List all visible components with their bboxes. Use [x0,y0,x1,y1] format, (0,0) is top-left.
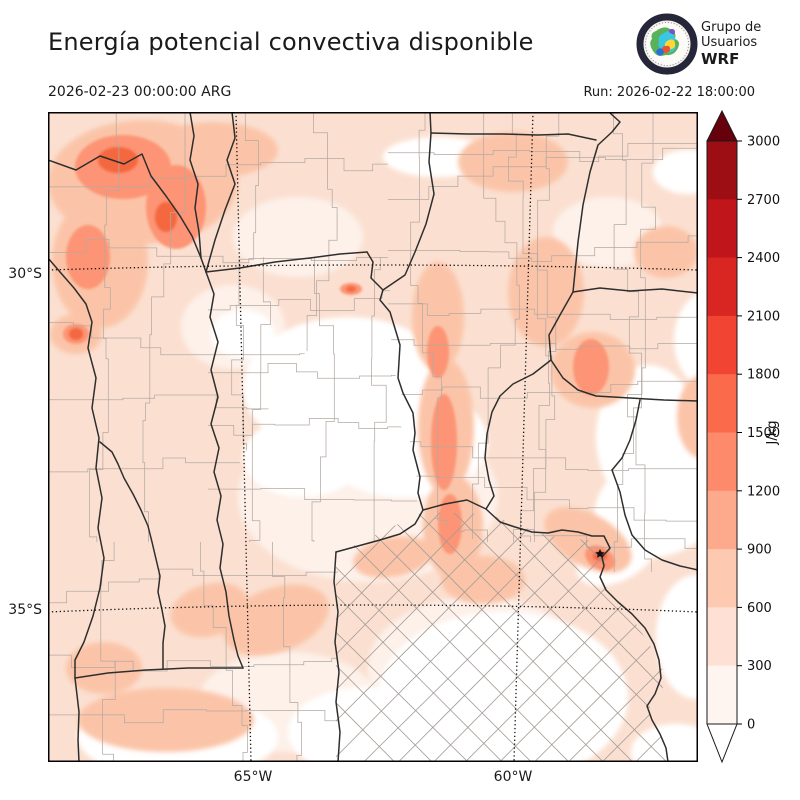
colorbar-segment [707,315,737,375]
department-boundary-line [208,488,426,502]
department-boundary-line [508,112,556,572]
department-boundary-line [336,512,425,762]
department-boundary-line [208,363,426,379]
department-boundary-line [100,542,116,762]
valid-time-label: 2026-02-23 00:00:00 ARG [48,84,232,100]
department-boundary-line [396,512,670,762]
department-boundary-line [336,512,533,762]
logo-line-wrf: WRF [701,49,740,68]
colorbar-tick-label: 900 [747,543,772,558]
run-time-label: Run: 2026-02-22 18:00:00 [583,85,755,100]
department-boundary-line [532,512,670,762]
colorbar-tick-label: 300 [747,659,772,674]
department-boundary-line [336,512,565,762]
logo-line-2: Usuarios [701,35,758,51]
colorbar-under-arrow [706,723,738,764]
map-border [48,112,698,762]
department-boundary-line [89,112,120,542]
colorbar-segment [707,665,737,725]
colorbar-segment [707,607,737,667]
x-axis-label-65w: 65°W [233,769,273,785]
department-boundary-line [388,147,698,200]
graticule-lines [48,112,698,762]
department-boundary-line [48,239,388,264]
department-boundary-line [371,257,387,542]
department-boundary-line [48,158,388,188]
department-boundary-line [472,112,520,572]
colorbar-segment [707,432,737,492]
department-boundary-line [388,235,698,262]
department-boundary-line [311,257,335,542]
department-boundary-line [200,542,248,762]
department-boundary-line [336,512,496,762]
department-boundary-line [469,512,670,762]
department-boundary-line [435,512,670,762]
department-boundary-line [336,512,599,762]
department-boundary-line [272,542,302,762]
department-boundary-line [365,512,663,762]
colorbar-segment [707,490,737,550]
colorbar: 0 300 600 900 1200 1500 1800 2100 2400 2700 3000 J/… [706,109,780,764]
colorbar-tick-label: 1200 [747,484,780,499]
department-boundary-line [534,112,560,572]
department-boundary-line [336,512,429,762]
colorbar-tick-label: 2700 [747,193,780,208]
department-boundaries [48,112,698,762]
department-boundary-line [336,512,562,762]
department-boundary-line [433,512,670,762]
logo-line-1: Grupo de [701,20,762,35]
colorbar-over-arrow [706,109,738,142]
department-boundary-line [537,512,670,762]
department-boundary-line [410,112,448,572]
province-boundaries [48,112,698,762]
colorbar-segment [707,199,737,259]
department-boundary-line [336,512,634,762]
department-boundary-line [388,339,698,350]
y-axis-label-30s: 30°S [8,266,42,282]
colorbar-tick-label: 1500 [747,426,780,441]
department-boundary-line [142,112,186,542]
department-boundary-line [48,654,338,672]
y-axis-label-35s: 35°S [8,602,42,618]
department-boundary-line [388,441,698,471]
colorbar-segment [707,141,737,200]
department-boundary-line [571,512,670,762]
x-axis-label-60w: 60°W [493,769,533,785]
department-boundary-line [48,709,338,724]
colorbar-tick-label: 3000 [747,135,780,150]
department-boundary-line [388,303,698,320]
cape-max-cores [69,147,607,561]
wrf-logo-text: Grupo de Usuarios WRF [701,20,761,68]
page-title: Energía potencial convectiva disponible [48,28,534,56]
wrf-logo-icon [636,13,698,75]
department-boundary-line [388,143,698,162]
colorbar-tick-label: 1800 [747,368,780,383]
department-boundary-line [388,380,698,399]
department-mesh [208,257,426,542]
department-boundary-line [336,512,499,762]
department-boundary-line [336,512,461,762]
department-boundary-line [336,512,463,762]
colorbar-tick-label: 2400 [747,251,780,266]
map-canvas [48,112,698,762]
department-boundary-line [388,475,698,522]
buenos-aires-marker [595,549,605,558]
department-boundary-line [613,112,642,572]
department-boundary-line [336,512,638,762]
colorbar-segment [707,374,737,434]
department-boundary-line [249,257,271,542]
department-boundary-line [208,414,426,436]
colorbar-segment [707,549,737,608]
department-boundary-line [627,112,656,572]
colorbar-tick-label: 600 [747,601,772,616]
colorbar-unit-label: J/kg [765,421,780,446]
colorbar-tick-label: 0 [747,718,755,733]
department-boundary-line [605,512,670,762]
colorbar-tick-label: 2100 [747,309,780,324]
colorbar-segment [707,257,737,317]
